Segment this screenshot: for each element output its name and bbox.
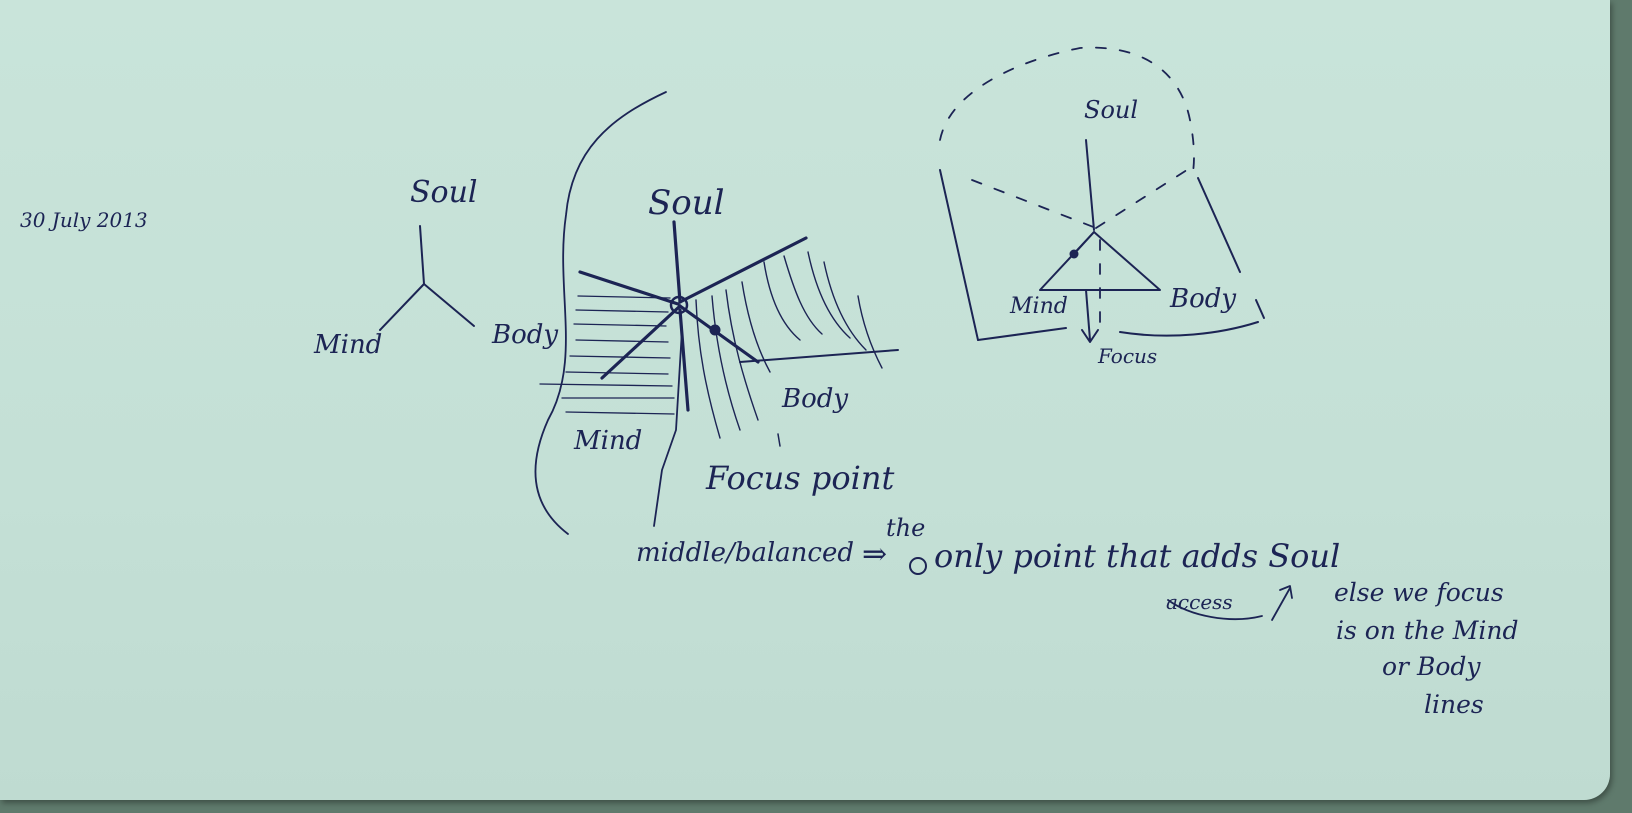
access-text: access: [1166, 590, 1233, 614]
d1-body-label: Body: [492, 320, 559, 350]
diagram-2-hatch-right: [695, 251, 883, 439]
d3-focus-label: Focus: [1098, 344, 1158, 368]
only-point-text: only point that adds Soul: [934, 537, 1341, 575]
d2-body-label: Body: [782, 384, 849, 414]
middle-balanced-text: middle/balanced: [636, 538, 855, 568]
diagram-3-lines: [939, 139, 1265, 343]
arrow-symbol: ⇒: [862, 537, 888, 572]
d2-mind-label: Mind: [574, 426, 643, 456]
d1-mind-label: Mind: [314, 330, 383, 360]
d2-focus-point-label: Focus point: [706, 459, 895, 497]
diagram-2-hatch-left: [539, 295, 675, 415]
d1-soul-label: Soul: [410, 175, 478, 210]
diagram-1-lines: [379, 225, 475, 331]
side-note-line-2: is on the Mind: [1336, 616, 1519, 645]
diagram-3-arch: [939, 46, 1195, 331]
d3-body-label: Body: [1170, 284, 1237, 314]
date-text: 30 July 2013: [20, 208, 148, 232]
diagram-2-outline: [534, 91, 683, 535]
side-note-line-3: or Body: [1382, 652, 1481, 681]
notebook-page: [0, 0, 1610, 800]
side-note-line-4: lines: [1424, 690, 1484, 719]
d3-soul-label: Soul: [1084, 96, 1139, 124]
focus-point-dot: [669, 295, 689, 315]
the-text: the: [886, 514, 926, 542]
d2-soul-label: Soul: [648, 183, 725, 223]
diagram-2-axes: [578, 220, 899, 447]
access-arrow: [1167, 585, 1293, 621]
side-note-line-1: else we focus: [1334, 578, 1504, 607]
d3-mind-label: Mind: [1010, 294, 1068, 319]
